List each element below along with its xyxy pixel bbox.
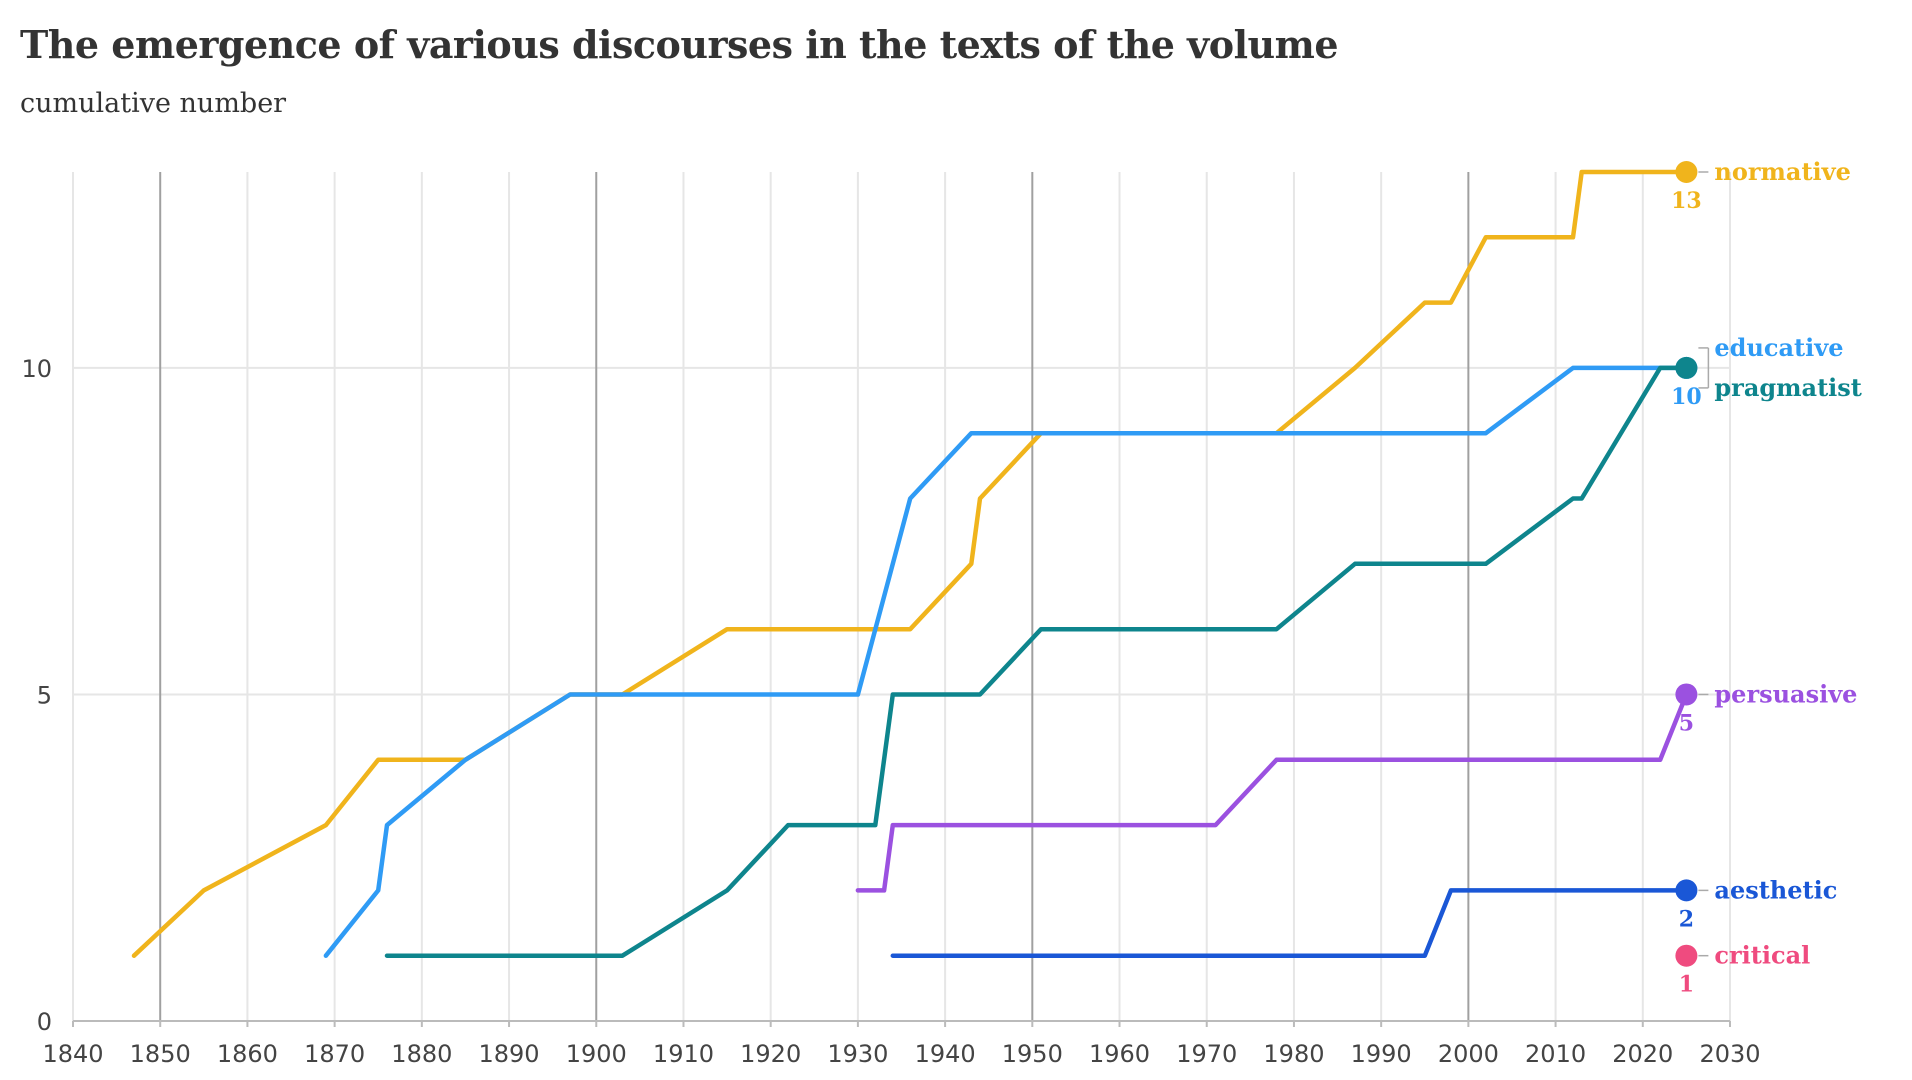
y-tick-label-10: 10: [21, 355, 52, 383]
series-label-persuasive: persuasive: [1714, 679, 1857, 708]
x-tick-label-1960: 1960: [1089, 1040, 1150, 1068]
x-tick-label-1880: 1880: [391, 1040, 452, 1068]
series-layer: [131, 161, 1698, 967]
y-tick-label-5: 5: [37, 681, 52, 709]
x-tick-label-1850: 1850: [130, 1040, 191, 1068]
label-layer: normative 13 educative 10 pragmatist persuasi…: [1671, 157, 1862, 998]
end-value-educative: 10: [1671, 384, 1702, 410]
x-tick-label-1950: 1950: [1002, 1040, 1063, 1068]
x-tick-label-1980: 1980: [1263, 1040, 1324, 1068]
x-tick-label-1930: 1930: [827, 1040, 888, 1068]
x-tick-label-1990: 1990: [1351, 1040, 1412, 1068]
series-label-aesthetic: aesthetic: [1714, 875, 1837, 904]
x-tick-label-2010: 2010: [1525, 1040, 1586, 1068]
x-tick-label-2030: 2030: [1699, 1040, 1760, 1068]
x-tick-label-1900: 1900: [566, 1040, 627, 1068]
end-value-persuasive: 5: [1679, 710, 1694, 736]
end-marker-persuasive: [1675, 683, 1698, 706]
chart-title: The emergence of various discourses in t…: [20, 22, 1339, 67]
x-tick-label-1840: 1840: [42, 1040, 103, 1068]
end-marker-normative: [1675, 161, 1698, 183]
series-label-critical: critical: [1714, 941, 1810, 970]
series-line-normative: [131, 169, 1689, 958]
grid-layer: [72, 172, 1731, 1021]
x-tick-label-1890: 1890: [479, 1040, 540, 1068]
x-tick-label-2000: 2000: [1438, 1040, 1499, 1068]
x-tick-label-1860: 1860: [217, 1040, 278, 1068]
y-tick-label-0: 0: [37, 1008, 52, 1036]
end-value-critical: 1: [1679, 972, 1694, 998]
chart-subtitle: cumulative number: [20, 88, 287, 119]
x-tick-label-1940: 1940: [915, 1040, 976, 1068]
x-tick-label-1870: 1870: [304, 1040, 365, 1068]
end-marker-critical: [1675, 944, 1698, 967]
series-label-normative: normative: [1714, 157, 1850, 186]
series-line-pragmatist: [384, 365, 1689, 958]
series-label-pragmatist: pragmatist: [1714, 373, 1862, 402]
series-line-persuasive: [855, 692, 1689, 893]
end-marker-pragmatist: [1675, 356, 1698, 379]
x-tick-label-1910: 1910: [653, 1040, 714, 1068]
end-marker-aesthetic: [1675, 879, 1698, 902]
series-label-educative: educative: [1714, 333, 1843, 362]
end-value-aesthetic: 2: [1679, 906, 1694, 932]
x-tick-label-2020: 2020: [1612, 1040, 1673, 1068]
x-tick-label-1920: 1920: [740, 1040, 801, 1068]
series-line-educative: [323, 365, 1689, 958]
axis-layer: 1840 1850 1860 1870 1880 1890 1900 1910 1920 1930…: [21, 355, 1760, 1068]
series-line-aesthetic: [890, 888, 1689, 958]
x-tick-label-1970: 1970: [1176, 1040, 1237, 1068]
end-value-normative: 13: [1671, 188, 1702, 214]
